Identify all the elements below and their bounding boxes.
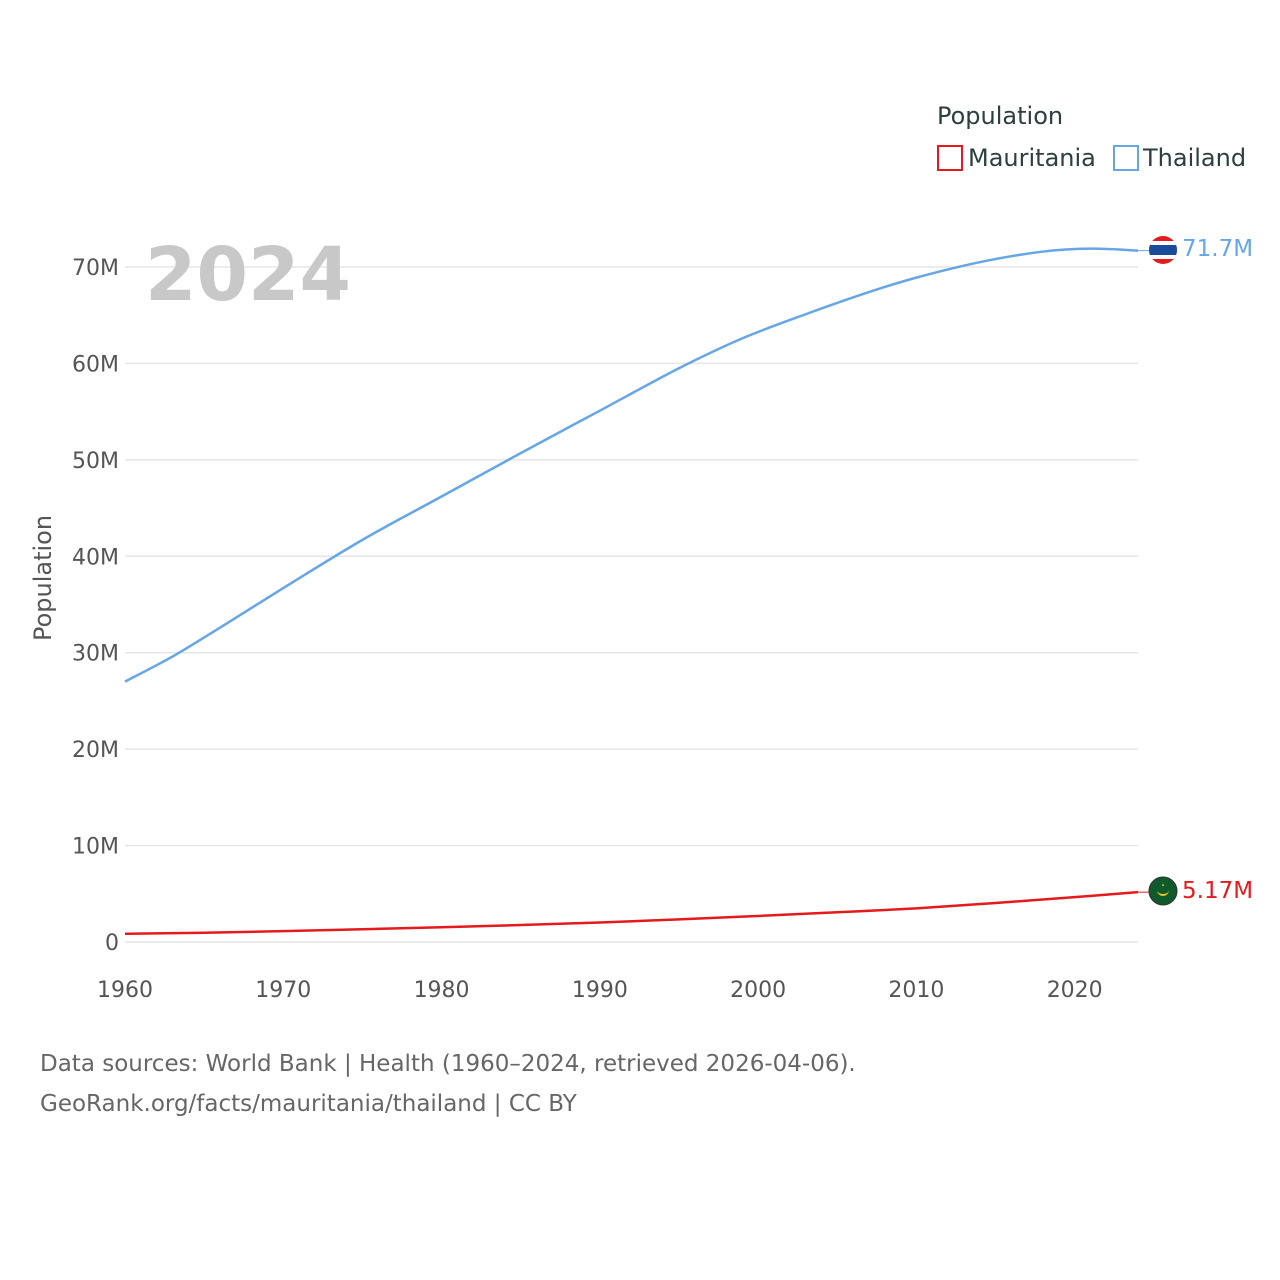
legend-swatch-thailand[interactable] (1113, 145, 1139, 171)
y-tick-label: 60M (72, 352, 119, 377)
x-tick-label: 2000 (730, 978, 786, 1003)
footer: Data sources: World Bank | Health (1960–… (40, 1044, 856, 1124)
x-tick-label: 1980 (414, 978, 470, 1003)
y-tick-label: 20M (72, 738, 119, 763)
x-tick-label: 1970 (255, 978, 311, 1003)
y-tick-label: 10M (72, 835, 119, 860)
legend: Population Mauritania Thailand (937, 102, 1246, 172)
x-axis-ticks: 1960 1970 1980 1990 2000 2010 2020 (97, 978, 1103, 1003)
thailand-flag-icon (1149, 236, 1177, 264)
x-tick-label: 1960 (97, 978, 153, 1003)
mauritania-end-label: 5.17M (1182, 878, 1253, 904)
y-axis-label: Population (29, 515, 57, 641)
y-tick-label: 30M (72, 642, 119, 667)
y-tick-label: 0 (105, 931, 119, 956)
legend-swatch-mauritania[interactable] (937, 145, 963, 171)
series-line-thailand[interactable] (124, 247, 1139, 683)
x-tick-label: 2010 (888, 978, 944, 1003)
y-tick-label: 40M (72, 545, 119, 570)
y-tick-label: 70M (72, 256, 119, 281)
footer-sources: Data sources: World Bank | Health (1960–… (40, 1051, 856, 1077)
mauritania-flag-icon (1148, 876, 1178, 906)
series-lines (124, 247, 1149, 936)
year-watermark: 2024 (145, 232, 351, 318)
footer-link[interactable]: GeoRank.org/facts/mauritania/thailand | … (40, 1091, 577, 1117)
y-tick-label: 50M (72, 449, 119, 474)
thailand-end-label: 71.7M (1182, 236, 1253, 262)
legend-title: Population (937, 102, 1063, 130)
legend-label-thailand[interactable]: Thailand (1142, 144, 1246, 172)
gridlines (125, 266, 1138, 943)
x-tick-label: 2020 (1047, 978, 1103, 1003)
legend-label-mauritania[interactable]: Mauritania (968, 144, 1096, 172)
series-line-mauritania[interactable] (124, 890, 1139, 936)
x-tick-label: 1990 (572, 978, 628, 1003)
y-axis-ticks: 0 10M 20M 30M 40M 50M 60M 70M (72, 256, 119, 956)
